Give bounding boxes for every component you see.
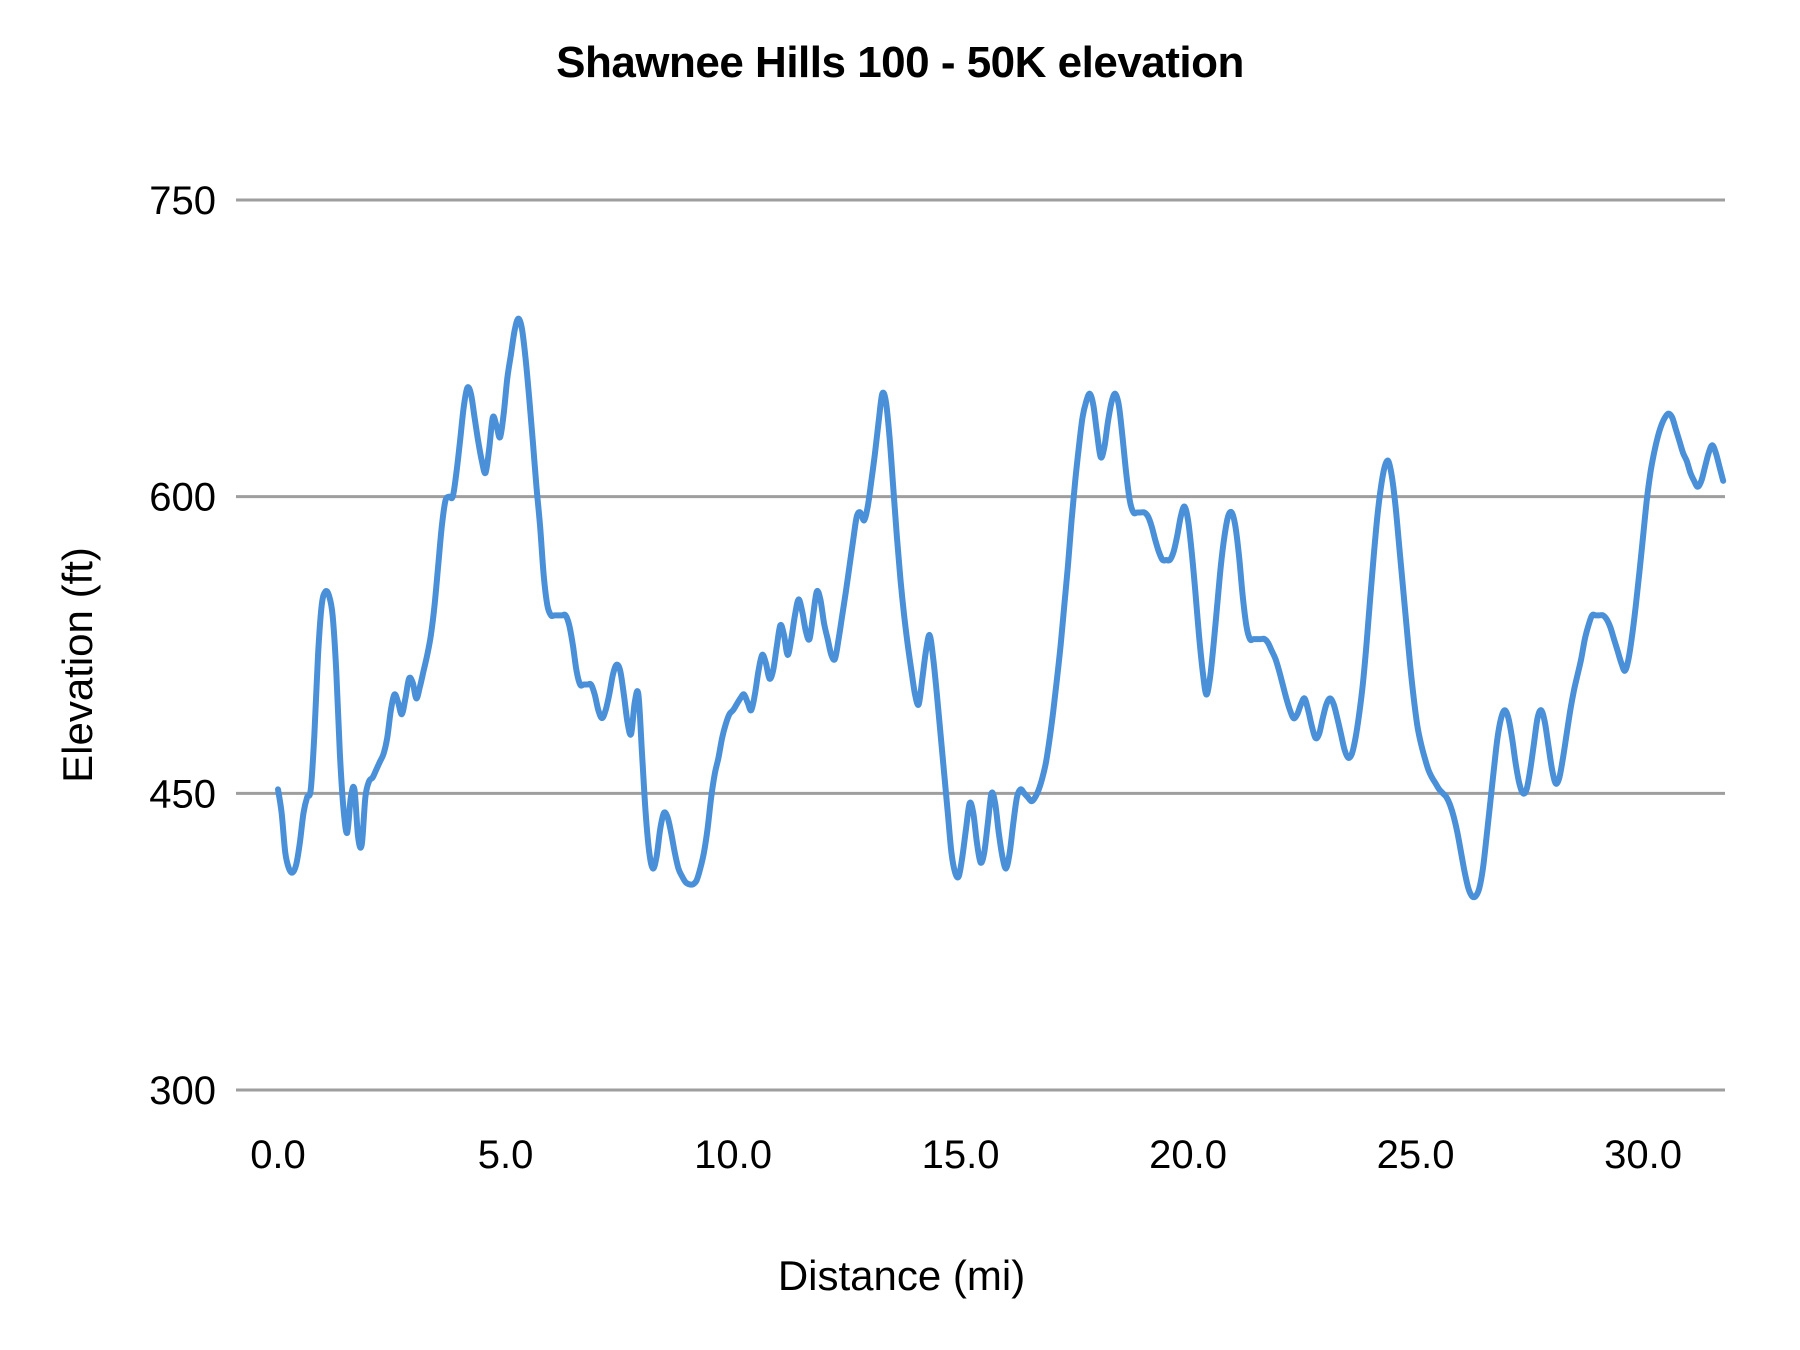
gridlines-group [236,198,1725,1092]
x-axis-title: Distance (mi) [778,1252,1025,1299]
x-tick-label: 5.0 [478,1133,534,1177]
chart-title: Shawnee Hills 100 - 50K elevation [556,38,1244,87]
y-axis-title: Elevation (ft) [54,547,101,783]
x-tick-label: 10.0 [694,1133,772,1177]
x-tick-label: 30.0 [1604,1133,1682,1177]
y-axis-tick-labels: 300 450 600 750 [149,179,216,1113]
x-tick-label: 20.0 [1149,1133,1227,1177]
y-tick-label: 300 [149,1069,216,1113]
y-tick-label: 600 [149,476,216,520]
y-tick-label: 750 [149,179,216,223]
elevation-line [275,315,1727,901]
x-tick-label: 25.0 [1377,1133,1455,1177]
x-tick-label: 15.0 [922,1133,1000,1177]
y-tick-label: 450 [149,772,216,816]
x-axis-tick-labels: 0.0 5.0 10.0 15.0 20.0 25.0 30.0 [250,1133,1682,1177]
x-tick-label: 0.0 [250,1133,306,1177]
data-series-group [275,315,1727,901]
